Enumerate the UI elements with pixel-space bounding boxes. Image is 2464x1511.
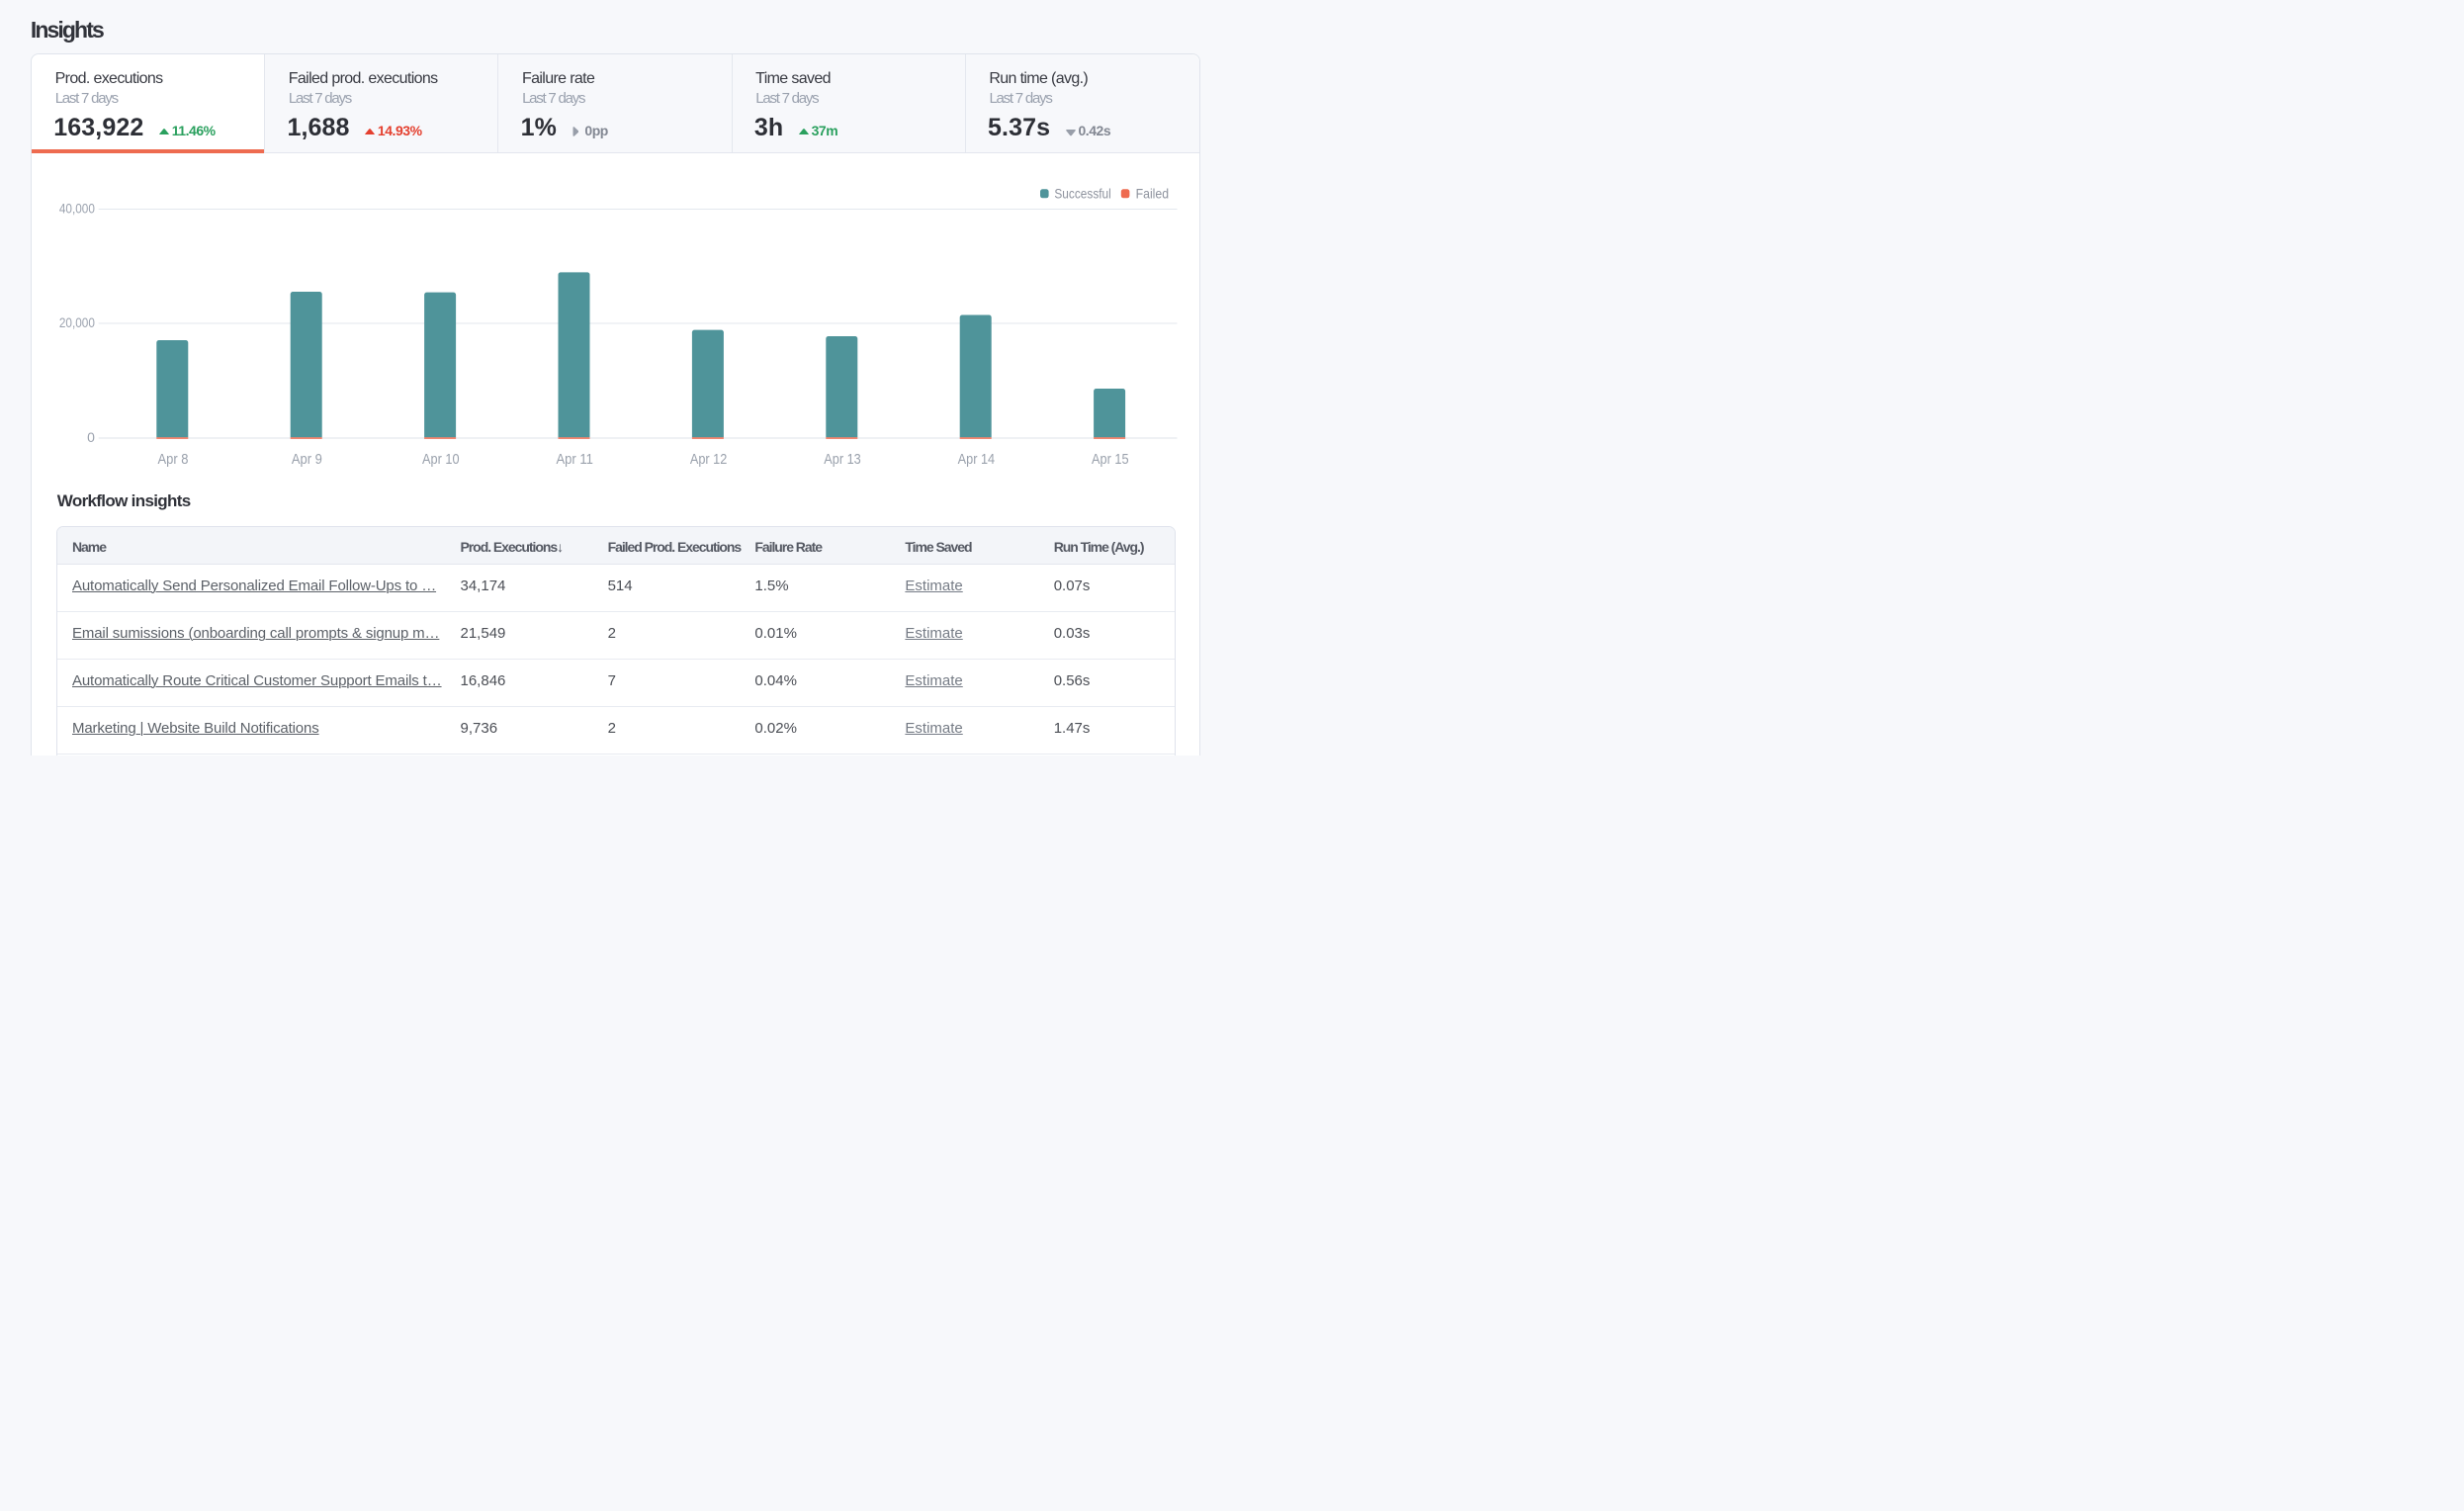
svg-text:Apr 9: Apr 9 (292, 451, 322, 468)
svg-text:Apr 13: Apr 13 (824, 451, 861, 468)
svg-text:Successful: Successful (1054, 185, 1110, 201)
svg-text:0: 0 (87, 429, 95, 445)
svg-text:Apr 14: Apr 14 (958, 451, 996, 468)
svg-text:40,000: 40,000 (59, 201, 95, 217)
svg-text:Apr 12: Apr 12 (690, 451, 728, 468)
svg-text:Apr 10: Apr 10 (422, 451, 460, 468)
svg-text:20,000: 20,000 (59, 314, 95, 330)
svg-text:Failed: Failed (1136, 185, 1170, 201)
svg-text:Apr 8: Apr 8 (158, 451, 189, 468)
svg-text:Apr 15: Apr 15 (1092, 451, 1129, 468)
svg-text:Apr 11: Apr 11 (556, 451, 593, 468)
